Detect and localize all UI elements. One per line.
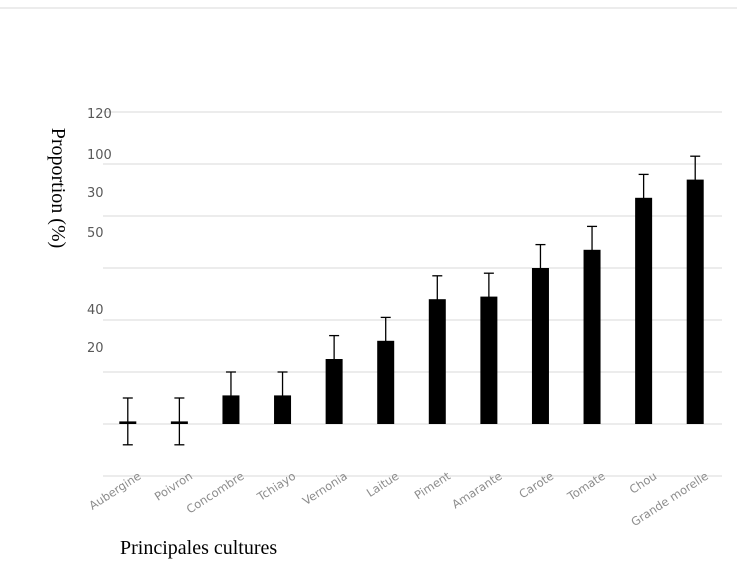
bar bbox=[686, 179, 704, 424]
bar bbox=[531, 268, 549, 424]
y-tick-label: 100 bbox=[87, 148, 112, 163]
bar bbox=[480, 296, 498, 424]
bar bbox=[377, 340, 395, 424]
bar bbox=[583, 249, 601, 424]
category-label: Chou bbox=[627, 469, 659, 497]
y-tick-label: 20 bbox=[87, 341, 104, 356]
category-label: Piment bbox=[412, 469, 454, 503]
bars bbox=[119, 155, 704, 446]
category-label: Laitue bbox=[364, 469, 401, 500]
category-label: Amarante bbox=[449, 469, 504, 512]
y-tick-label: 30 bbox=[87, 186, 104, 201]
category-label: Carote bbox=[516, 469, 556, 502]
bar bbox=[428, 299, 446, 424]
category-label: Aubergine bbox=[86, 469, 143, 513]
y-tick-labels: 120 100 30 50 40 20 bbox=[87, 107, 112, 356]
category-label: Tomate bbox=[564, 469, 608, 504]
gridlines bbox=[0, 7, 737, 477]
bar bbox=[635, 197, 653, 424]
category-label: Tchiayo bbox=[254, 469, 298, 505]
y-tick-label: 50 bbox=[87, 226, 104, 241]
x-axis-title: Principales cultures bbox=[120, 537, 277, 559]
category-label: Poivron bbox=[152, 469, 195, 504]
bar bbox=[325, 359, 343, 424]
y-tick-label: 40 bbox=[87, 303, 104, 318]
y-axis-title: Proportion (%) bbox=[47, 128, 69, 249]
y-tick-label: 120 bbox=[87, 107, 112, 122]
category-label: Vernonia bbox=[300, 469, 350, 508]
